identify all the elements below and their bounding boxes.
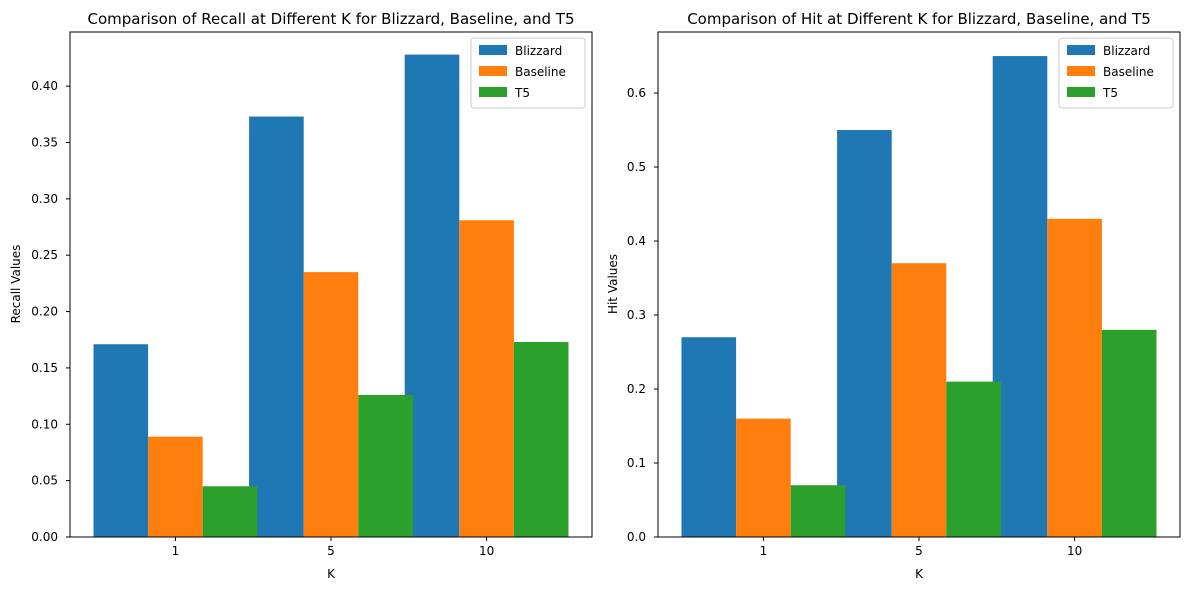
bar-blizzard-k5 — [249, 116, 304, 537]
bar-blizzard-k5 — [837, 130, 892, 538]
bar-baseline-k10 — [459, 220, 514, 537]
y-tick-label: 0.10 — [31, 417, 58, 431]
bar-blizzard-k10 — [992, 56, 1048, 538]
y-tick-label: 0.25 — [31, 248, 58, 262]
legend-label-t5: T5 — [514, 86, 530, 100]
y-tick-label: 0.3 — [627, 308, 646, 322]
bar-baseline-k1 — [736, 418, 791, 537]
legend-label-blizzard: Blizzard — [1103, 44, 1150, 58]
y-tick-label: 0.35 — [31, 135, 58, 149]
chart-title: Comparison of Recall at Different K for … — [87, 10, 574, 28]
bar-blizzard-k10 — [404, 54, 460, 537]
legend-label-blizzard: Blizzard — [515, 44, 562, 58]
bar-baseline-k5 — [891, 263, 947, 537]
bar-baseline-k10 — [1047, 218, 1102, 537]
y-tick-label: 0.6 — [627, 86, 646, 100]
bar-baseline-k1 — [148, 436, 203, 537]
legend-label-baseline: Baseline — [1103, 65, 1154, 79]
plot-frame — [69, 31, 593, 538]
bar-t5-k5 — [358, 394, 413, 537]
legend-swatch-blizzard — [479, 45, 507, 55]
legend-swatch-t5 — [1067, 87, 1095, 97]
bar-t5-k10 — [513, 341, 569, 537]
y-axis-label: Recall Values — [9, 245, 23, 324]
x-tick-label: 10 — [1067, 544, 1082, 558]
legend-swatch-blizzard — [1067, 45, 1095, 55]
legend: Blizzard Baseline T5 — [470, 37, 586, 109]
bar-t5-k5 — [946, 381, 1001, 537]
x-tick-label: 1 — [172, 544, 180, 558]
y-tick-label: 0.4 — [627, 234, 646, 248]
y-tick-label: 0.5 — [627, 160, 646, 174]
bar-t5-k10 — [1101, 329, 1157, 537]
bar-baseline-k5 — [303, 272, 359, 537]
bar-t5-k1 — [202, 486, 258, 537]
bar-blizzard-k1 — [93, 344, 149, 537]
x-axis-label: K — [915, 567, 924, 581]
x-tick-label: 5 — [327, 544, 335, 558]
y-tick-label: 0.40 — [31, 79, 58, 93]
y-tick-label: 0.1 — [627, 456, 646, 470]
legend: Blizzard Baseline T5 — [1058, 37, 1174, 109]
x-axis-label: K — [327, 567, 336, 581]
y-tick-label: 0.20 — [31, 305, 58, 319]
hit-chart: Comparison of Hit at Different K for Bli… — [606, 10, 1181, 581]
y-tick-label: 0.0 — [627, 530, 646, 544]
y-tick-label: 0.15 — [31, 361, 58, 375]
x-tick-label: 10 — [479, 544, 494, 558]
legend-label-t5: T5 — [1102, 86, 1118, 100]
legend-swatch-baseline — [1067, 66, 1095, 76]
x-tick-label: 1 — [760, 544, 768, 558]
recall-chart: Comparison of Recall at Different K for … — [9, 10, 593, 581]
legend-swatch-baseline — [479, 66, 507, 76]
y-tick-label: 0.30 — [31, 192, 58, 206]
y-tick-label: 0.05 — [31, 474, 58, 488]
y-tick-label: 0.00 — [31, 530, 58, 544]
chart-title: Comparison of Hit at Different K for Bli… — [687, 10, 1151, 28]
y-tick-label: 0.2 — [627, 382, 646, 396]
legend-label-baseline: Baseline — [515, 65, 566, 79]
legend-swatch-t5 — [479, 87, 507, 97]
plot-frame — [657, 31, 1181, 538]
y-axis-label: Hit Values — [606, 254, 620, 314]
bar-t5-k1 — [790, 485, 846, 537]
x-tick-label: 5 — [915, 544, 923, 558]
bar-blizzard-k1 — [681, 337, 737, 537]
